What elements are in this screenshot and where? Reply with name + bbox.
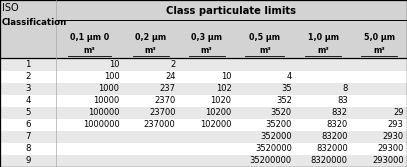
Text: 35200: 35200 — [265, 120, 292, 129]
Text: 352: 352 — [276, 96, 292, 105]
Text: 0,1 μm 0: 0,1 μm 0 — [70, 33, 109, 42]
Text: 2: 2 — [25, 72, 31, 81]
Text: 293: 293 — [388, 120, 404, 129]
Text: 0,2 μm: 0,2 μm — [135, 33, 166, 42]
Text: 1000: 1000 — [98, 84, 120, 93]
Text: 102000: 102000 — [200, 120, 232, 129]
Text: 6: 6 — [25, 120, 31, 129]
Text: m³: m³ — [145, 46, 157, 55]
Text: 8: 8 — [25, 144, 31, 153]
Text: m³: m³ — [317, 46, 329, 55]
Text: m³: m³ — [259, 46, 271, 55]
Text: 8320000: 8320000 — [311, 156, 348, 165]
Text: 83: 83 — [337, 96, 348, 105]
Text: 3: 3 — [25, 84, 31, 93]
Text: 3520000: 3520000 — [255, 144, 292, 153]
Text: 4: 4 — [287, 72, 292, 81]
Bar — [0, 58, 407, 70]
Text: 2: 2 — [170, 60, 175, 69]
Text: 352000: 352000 — [260, 132, 292, 141]
Text: 83200: 83200 — [321, 132, 348, 141]
Text: 4: 4 — [25, 96, 31, 105]
Text: 100000: 100000 — [88, 108, 120, 117]
Text: 23700: 23700 — [149, 108, 175, 117]
Text: 2930: 2930 — [383, 132, 404, 141]
Text: 7: 7 — [25, 132, 31, 141]
Text: 5: 5 — [25, 108, 31, 117]
Text: m³: m³ — [373, 46, 385, 55]
Text: 832000: 832000 — [316, 144, 348, 153]
Bar — [0, 82, 407, 95]
Text: 8320: 8320 — [326, 120, 348, 129]
Bar — [0, 107, 407, 119]
Text: 1: 1 — [25, 60, 31, 69]
Text: Class particulate limits: Class particulate limits — [166, 6, 296, 16]
Text: 29300: 29300 — [377, 144, 404, 153]
Text: 832: 832 — [332, 108, 348, 117]
Text: 35200000: 35200000 — [249, 156, 292, 165]
Text: 29: 29 — [393, 108, 404, 117]
Bar — [0, 155, 407, 167]
Text: 2370: 2370 — [154, 96, 175, 105]
Text: 9: 9 — [25, 156, 31, 165]
Text: 0,5 μm: 0,5 μm — [249, 33, 280, 42]
Text: 8: 8 — [342, 84, 348, 93]
Text: 237000: 237000 — [144, 120, 175, 129]
Text: 24: 24 — [165, 72, 175, 81]
Text: 10: 10 — [109, 60, 120, 69]
Text: m³: m³ — [201, 46, 212, 55]
Text: 1020: 1020 — [210, 96, 232, 105]
Text: ISO: ISO — [2, 3, 18, 13]
Text: 10200: 10200 — [205, 108, 232, 117]
Text: 1,0 μm: 1,0 μm — [308, 33, 339, 42]
Text: 10000: 10000 — [93, 96, 120, 105]
Text: 237: 237 — [160, 84, 175, 93]
Text: 5,0 μm: 5,0 μm — [363, 33, 394, 42]
Text: 293000: 293000 — [372, 156, 404, 165]
Text: m³: m³ — [83, 46, 95, 55]
Bar — [0, 131, 407, 143]
Text: 0,3 μm: 0,3 μm — [191, 33, 222, 42]
Text: 102: 102 — [216, 84, 232, 93]
Bar — [0, 0, 407, 58]
Text: 35: 35 — [281, 84, 292, 93]
Text: 10: 10 — [221, 72, 232, 81]
Text: 3520: 3520 — [271, 108, 292, 117]
Text: 100: 100 — [104, 72, 120, 81]
Text: Classification: Classification — [2, 18, 67, 27]
Text: 1000000: 1000000 — [83, 120, 120, 129]
